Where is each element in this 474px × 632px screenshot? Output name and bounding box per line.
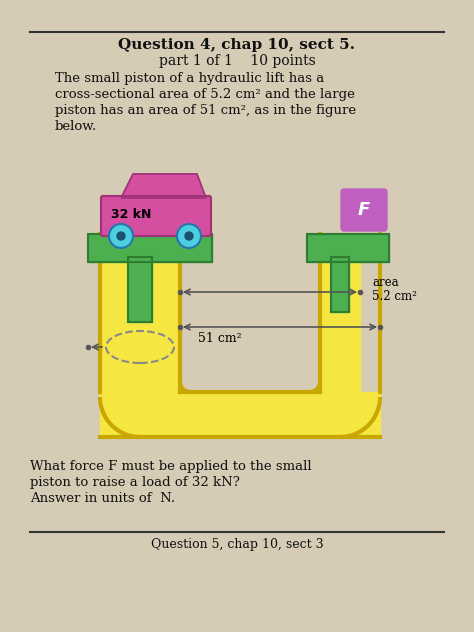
Bar (320, 252, 360, 392)
Bar (331, 257, 349, 312)
Text: below.: below. (55, 120, 97, 133)
Text: area: area (372, 276, 399, 288)
Text: 5.2 cm²: 5.2 cm² (372, 289, 417, 303)
Bar (88, 234, 212, 262)
FancyBboxPatch shape (101, 196, 211, 236)
Bar (100, 252, 180, 392)
Circle shape (177, 224, 201, 248)
Text: piston has an area of 51 cm², as in the figure: piston has an area of 51 cm², as in the … (55, 104, 356, 117)
Text: Answer in units of  N.: Answer in units of N. (30, 492, 175, 505)
Bar (331, 257, 349, 312)
Text: The small piston of a hydraulic lift has a: The small piston of a hydraulic lift has… (55, 72, 324, 85)
Text: 51 cm²: 51 cm² (198, 332, 242, 346)
FancyBboxPatch shape (341, 189, 387, 231)
Text: part 1 of 1    10 points: part 1 of 1 10 points (159, 54, 315, 68)
Text: 32 kN: 32 kN (111, 209, 151, 221)
Bar (88, 234, 212, 262)
Bar (128, 257, 152, 322)
Text: piston to raise a load of 32 kN?: piston to raise a load of 32 kN? (30, 476, 240, 489)
Polygon shape (121, 174, 206, 198)
Circle shape (109, 224, 133, 248)
Text: F: F (358, 201, 370, 219)
Text: Question 5, chap 10, sect 3: Question 5, chap 10, sect 3 (151, 538, 323, 551)
Circle shape (185, 232, 193, 240)
Circle shape (117, 232, 125, 240)
Bar (307, 234, 389, 262)
Text: cross-sectional area of 5.2 cm² and the large: cross-sectional area of 5.2 cm² and the … (55, 88, 355, 101)
Text: Question 4, chap 10, sect 5.: Question 4, chap 10, sect 5. (118, 38, 356, 52)
Text: What force F must be applied to the small: What force F must be applied to the smal… (30, 460, 311, 473)
Bar (128, 257, 152, 322)
Bar (100, 392, 380, 437)
Bar (307, 234, 389, 262)
